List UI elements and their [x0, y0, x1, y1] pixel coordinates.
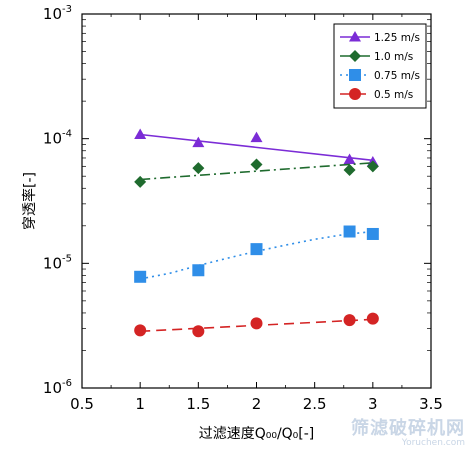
y-tick-label: 10-3	[43, 4, 72, 23]
legend-label: 0.75 m/s	[374, 70, 420, 82]
data-point	[250, 131, 263, 143]
data-point	[366, 160, 379, 173]
series-2	[134, 225, 379, 283]
data-point	[250, 317, 263, 330]
data-point	[343, 225, 356, 238]
x-tick-label: 1	[135, 395, 145, 413]
legend-label: 0.5 m/s	[374, 89, 413, 101]
fit-line	[140, 162, 373, 181]
series-1	[134, 158, 379, 188]
x-tick-label: 1.5	[186, 395, 210, 413]
legend: 1.25 m/s 1.0 m/s 0.75 m/s 0.5 m/s	[333, 23, 427, 109]
data-point	[192, 162, 205, 175]
x-tick-label: 0.5	[70, 395, 94, 413]
watermark-text: 筛滤破碎机网	[351, 417, 465, 439]
legend-marker	[349, 31, 361, 42]
y-tick-label: 10-4	[43, 129, 72, 148]
y-tick-label: 10-6	[43, 378, 72, 397]
legend-marker	[349, 50, 361, 62]
data-point	[192, 136, 205, 148]
y-tick-label: 10-5	[43, 253, 72, 272]
legend-marker	[349, 88, 361, 100]
x-tick-label: 2	[252, 395, 262, 413]
legend-marker	[349, 69, 361, 81]
fit-line	[140, 133, 373, 162]
y-axis-title: 穿透率[-]	[21, 172, 38, 230]
legend-label: 1.0 m/s	[374, 51, 413, 63]
x-axis-title: 过滤速度Q₀₀/Q₀[-]	[199, 426, 315, 442]
x-tick-label: 3	[368, 395, 378, 413]
data-point	[250, 243, 263, 256]
fit-line	[140, 230, 373, 280]
data-point	[134, 128, 147, 139]
data-point	[134, 175, 147, 188]
data-point	[192, 264, 205, 277]
data-point	[250, 158, 263, 171]
data-point	[366, 227, 379, 240]
series-3	[134, 312, 379, 338]
legend-label: 1.25 m/s	[374, 32, 420, 44]
x-tick-label: 2.5	[303, 395, 327, 413]
data-point	[134, 324, 147, 337]
data-point	[343, 314, 356, 327]
x-tick-label: 3.5	[419, 395, 443, 413]
data-point	[134, 270, 147, 283]
data-point	[192, 325, 205, 338]
data-point	[343, 153, 356, 165]
data-point	[366, 312, 379, 325]
data-point	[343, 164, 356, 177]
watermark: 筛滤破碎机网 Yoruchen.com	[351, 417, 465, 448]
watermark-subtext: Yoruchen.com	[401, 437, 465, 448]
